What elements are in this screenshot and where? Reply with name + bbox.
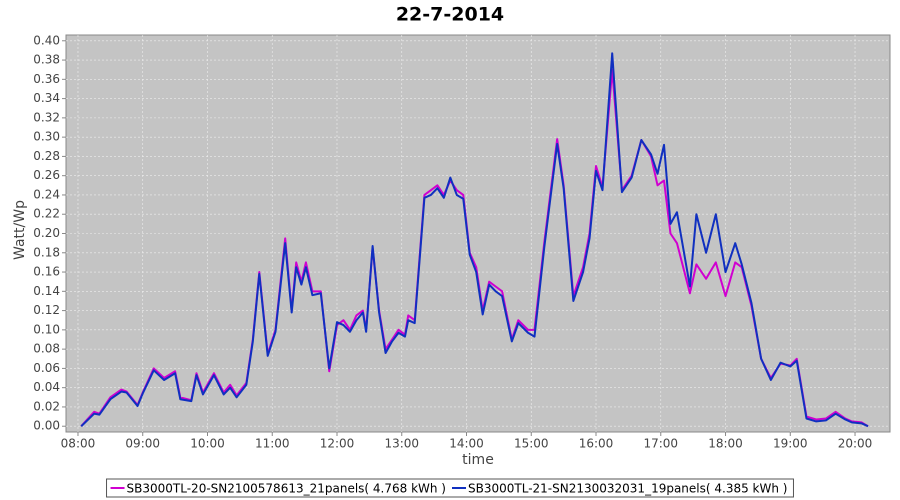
x-tick-label: 13:00	[384, 437, 419, 451]
x-tick-label: 14:00	[449, 437, 484, 451]
y-tick-label: 0.28	[33, 149, 60, 163]
y-tick-label: 0.14	[33, 284, 60, 298]
legend: SB3000TL-20-SN2100578613_21panels( 4.768…	[106, 478, 794, 498]
x-tick-label: 20:00	[838, 437, 873, 451]
y-tick-label: 0.06	[33, 361, 60, 375]
chart-title: 22-7-2014	[396, 4, 504, 26]
y-tick-label: 0.04	[33, 380, 60, 394]
x-tick-label: 19:00	[773, 437, 808, 451]
y-tick-label: 0.00	[33, 419, 60, 433]
y-axis-label: Watt/Wp	[12, 200, 28, 260]
x-tick-label: 09:00	[125, 437, 160, 451]
y-tick-label: 0.36	[33, 72, 60, 86]
x-tick-label: 15:00	[514, 437, 549, 451]
x-tick-label: 18:00	[708, 437, 743, 451]
y-tick-label: 0.30	[33, 130, 60, 144]
y-tick-label: 0.08	[33, 342, 60, 356]
y-tick-label: 0.40	[33, 33, 60, 47]
y-tick-label: 0.24	[33, 187, 60, 201]
legend-label: SB3000TL-21-SN2130032031_19panels( 4.385…	[468, 482, 787, 496]
y-tick-label: 0.38	[33, 53, 60, 67]
legend-label: SB3000TL-20-SN2100578613_21panels( 4.768…	[127, 482, 446, 496]
x-axis-label: time	[462, 452, 494, 468]
y-tick-label: 0.18	[33, 245, 60, 259]
x-tick-label: 08:00	[61, 437, 96, 451]
y-tick-label: 0.34	[33, 91, 60, 105]
y-tick-label: 0.26	[33, 168, 60, 182]
x-tick-label: 16:00	[579, 437, 614, 451]
y-tick-label: 0.32	[33, 110, 60, 124]
y-tick-label: 0.20	[33, 226, 60, 240]
x-tick-label: 10:00	[190, 437, 225, 451]
legend-box	[106, 478, 794, 498]
x-tick-label: 11:00	[255, 437, 290, 451]
y-tick-label: 0.10	[33, 322, 60, 336]
y-tick-label: 0.12	[33, 303, 60, 317]
x-tick-label: 12:00	[320, 437, 355, 451]
y-tick-label: 0.22	[33, 207, 60, 221]
y-tick-label: 0.16	[33, 265, 60, 279]
x-tick-label: 17:00	[643, 437, 678, 451]
y-tick-label: 0.02	[33, 399, 60, 413]
series-line	[80, 52, 869, 428]
